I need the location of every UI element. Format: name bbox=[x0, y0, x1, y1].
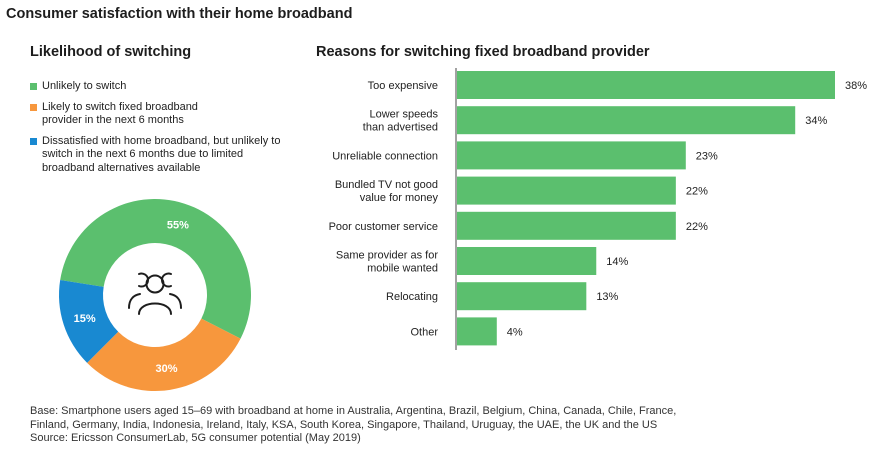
legend-swatch bbox=[30, 103, 37, 111]
bar-value-label: 14% bbox=[606, 256, 628, 268]
footnote-source: Source: Ericsson ConsumerLab, 5G consume… bbox=[30, 432, 361, 444]
footnote-base-line2: Finland, Germany, India, Indonesia, Irel… bbox=[30, 418, 658, 431]
legend-label: Likely to switch fixed broadband provide… bbox=[42, 100, 198, 127]
slice-dissatisfied bbox=[59, 279, 119, 363]
bar-value-label: 13% bbox=[596, 291, 618, 303]
legend-swatch bbox=[30, 137, 37, 145]
bar bbox=[457, 106, 796, 135]
legend-label: Unlikely to switch bbox=[42, 80, 127, 92]
footnote: Base: Smartphone users aged 15–69 with b… bbox=[30, 405, 880, 446]
slice-label: 55% bbox=[167, 220, 189, 232]
bar-value-label: 38% bbox=[845, 80, 867, 92]
bar bbox=[457, 71, 835, 99]
slice-likely bbox=[87, 318, 241, 391]
category-label: Bundled TV not good value for money bbox=[335, 179, 439, 204]
category-label: Relocating bbox=[386, 291, 438, 303]
category-label: Lower speeds than advertised bbox=[363, 109, 439, 134]
right-chart-title: Reasons for switching fixed broadband pr… bbox=[316, 44, 650, 60]
legend-swatch bbox=[30, 83, 37, 90]
people-group-icon bbox=[128, 272, 182, 315]
category-label: Same provider as for mobile wanted bbox=[336, 250, 438, 275]
slice-unlikely bbox=[60, 198, 252, 339]
bar bbox=[457, 141, 686, 170]
bar bbox=[457, 247, 597, 275]
bar-value-label: 22% bbox=[686, 221, 708, 233]
bar bbox=[457, 211, 676, 240]
page-title: Consumer satisfaction with their home br… bbox=[6, 6, 353, 22]
bar bbox=[457, 282, 587, 311]
category-label: Other bbox=[410, 326, 438, 338]
bar-value-label: 22% bbox=[686, 186, 708, 198]
legend-label: Dissatisfied with home broadband, but un… bbox=[42, 134, 281, 174]
left-chart-title: Likelihood of switching bbox=[30, 44, 192, 60]
footnote-base-line1: Base: Smartphone users aged 15–69 with b… bbox=[30, 405, 677, 417]
category-label: Too expensive bbox=[368, 80, 438, 92]
legend-item-likely: Likely to switch fixed broadband provide… bbox=[30, 101, 300, 128]
bar-chart: 38% Too expensive 34% Lower speeds than adve… bbox=[329, 68, 867, 350]
bar bbox=[457, 176, 676, 205]
legend-item-unlikely: Unlikely to switch bbox=[30, 80, 300, 94]
slice-label: 15% bbox=[74, 313, 96, 325]
category-label: Unreliable connection bbox=[332, 150, 438, 162]
legend-item-dissatisfied: Dissatisfied with home broadband, but un… bbox=[30, 135, 300, 176]
bar-value-label: 23% bbox=[696, 150, 718, 162]
slice-label: 30% bbox=[156, 363, 178, 375]
donut-chart: 55% 30% 15% bbox=[59, 198, 252, 391]
bar-value-label: 34% bbox=[805, 115, 827, 127]
bar-value-label: 4% bbox=[507, 326, 523, 338]
category-label: Poor customer service bbox=[329, 221, 438, 233]
bar bbox=[457, 317, 497, 346]
legend: Unlikely to switch Likely to switch fixe… bbox=[30, 80, 300, 182]
